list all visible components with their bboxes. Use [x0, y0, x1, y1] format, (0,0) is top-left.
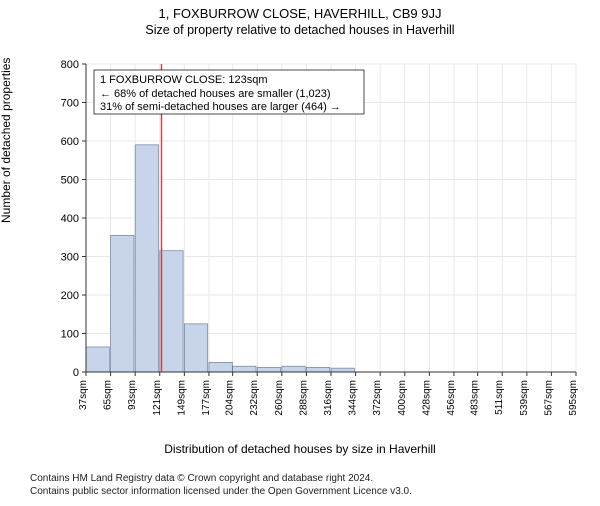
x-tick-label: 232sqm [249, 380, 260, 416]
y-tick-label: 500 [61, 175, 79, 187]
histogram-bar [257, 367, 280, 372]
x-tick-label: 204sqm [225, 380, 236, 416]
x-tick-label: 539sqm [519, 380, 530, 416]
footnote: Contains HM Land Registry data © Crown c… [30, 472, 412, 498]
annotation-line: ← 68% of detached houses are smaller (1,… [100, 88, 331, 100]
chart-area: 0 100 200 300 400 500 600 700 800 37sqm 65sqm 93sqm… [28, 54, 588, 434]
histogram-chart: 0 100 200 300 400 500 600 700 800 37sqm 65sqm 93sqm… [28, 54, 588, 434]
y-tick-label: 100 [61, 329, 79, 341]
y-tick-label: 800 [61, 59, 79, 71]
y-tick-label: 200 [61, 290, 79, 302]
footnote-line-2: Contains public sector information licen… [30, 485, 412, 498]
y-tick-label: 0 [73, 367, 79, 379]
y-axis-label: Number of detached properties [0, 58, 13, 223]
x-tick-label: 511sqm [494, 380, 505, 415]
y-tick-label: 300 [61, 252, 79, 264]
histogram-bar [160, 251, 183, 372]
y-tick-label: 700 [61, 98, 79, 110]
x-tick-label: 344sqm [348, 380, 359, 416]
x-tick-label: 483sqm [470, 380, 481, 416]
x-tick-label: 456sqm [446, 380, 457, 416]
y-tick-label: 600 [61, 136, 79, 148]
page-title: 1, FOXBURROW CLOSE, HAVERHILL, CB9 9JJ [0, 6, 600, 21]
footnote-line-1: Contains HM Land Registry data © Crown c… [30, 472, 412, 485]
x-tick-label: 400sqm [397, 380, 408, 416]
annotation-line: 31% of semi-detached houses are larger (… [100, 101, 341, 113]
x-tick-label: 288sqm [298, 380, 309, 416]
histogram-bar [306, 367, 329, 372]
annotation-line: 1 FOXBURROW CLOSE: 123sqm [100, 74, 268, 86]
histogram-bar [184, 324, 207, 372]
x-tick-label: 93sqm [127, 380, 138, 410]
chart-subtitle: Size of property relative to detached ho… [0, 23, 600, 37]
histogram-bar [86, 347, 109, 372]
histogram-bar [233, 366, 256, 372]
x-tick-label: 121sqm [152, 380, 163, 416]
x-tick-label: 428sqm [421, 380, 432, 416]
x-tick-label: 567sqm [543, 380, 554, 416]
x-tick-label: 316sqm [323, 380, 334, 416]
histogram-bar [331, 368, 354, 372]
x-tick-label: 177sqm [201, 380, 212, 416]
histogram-bar [135, 145, 158, 372]
x-tick-label: 260sqm [274, 380, 285, 416]
x-tick-label: 37sqm [78, 380, 89, 410]
histogram-bar [209, 362, 232, 372]
x-tick-label: 65sqm [103, 380, 114, 410]
histogram-bar [282, 366, 305, 372]
x-axis-label: Distribution of detached houses by size … [0, 442, 600, 456]
x-tick-label: 595sqm [568, 380, 579, 416]
histogram-bar [111, 235, 134, 372]
y-tick-label: 400 [61, 213, 79, 225]
x-tick-label: 372sqm [372, 380, 383, 416]
x-tick-label: 149sqm [176, 380, 187, 416]
